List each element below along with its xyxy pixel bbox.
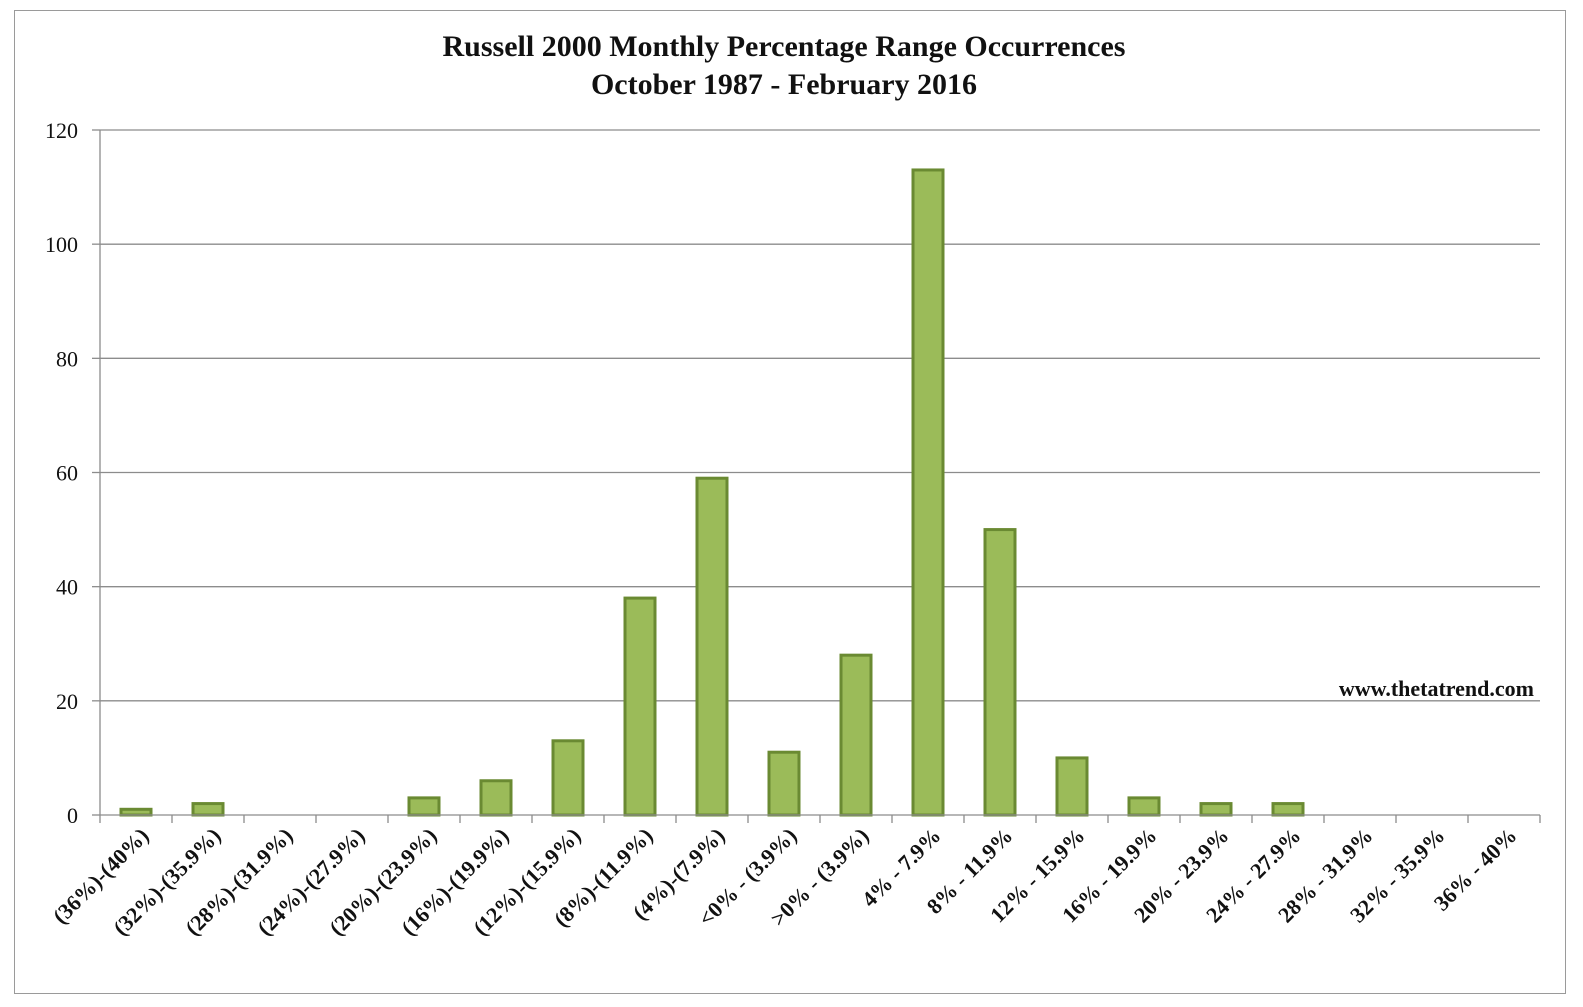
bar: [191, 802, 225, 817]
y-tick-label: 20: [56, 689, 78, 714]
y-tick-label: 80: [56, 346, 78, 371]
bars: [119, 168, 1305, 817]
bar: [479, 779, 513, 817]
axes: [92, 129, 1541, 823]
y-tick-label: 40: [56, 575, 78, 600]
bar: [839, 653, 873, 817]
bar: [767, 750, 801, 817]
chart-title-block: Russell 2000 Monthly Percentage Range Oc…: [0, 28, 1568, 104]
bar: [983, 528, 1017, 817]
bar: [1199, 802, 1233, 817]
y-tick-label: 120: [45, 118, 78, 143]
chart-frame: [14, 10, 1566, 994]
bar: [1271, 802, 1305, 817]
bar: [407, 796, 441, 817]
y-tick-label: 60: [56, 461, 78, 486]
bar: [551, 739, 585, 817]
gridlines: [100, 129, 1540, 702]
watermark-annotation: www.thetatrend.com: [1339, 676, 1534, 701]
bar: [1055, 756, 1089, 817]
bar: [1127, 796, 1161, 817]
bar: [119, 807, 153, 817]
y-tick-labels: 0 20 40 60 80 100 120: [45, 118, 78, 828]
bar: [695, 476, 729, 817]
chart-title: Russell 2000 Monthly Percentage Range Oc…: [442, 30, 1126, 63]
y-tick-label: 100: [45, 232, 78, 257]
bar: [911, 168, 945, 817]
chart-subtitle: October 1987 - February 2016: [590, 68, 978, 101]
y-tick-label: 0: [67, 803, 78, 828]
bar: [623, 596, 657, 817]
x-tick-labels: (36%)-(40%)(32%)-(35.9%)(28%)-(31.9%)(24…: [48, 823, 1522, 940]
